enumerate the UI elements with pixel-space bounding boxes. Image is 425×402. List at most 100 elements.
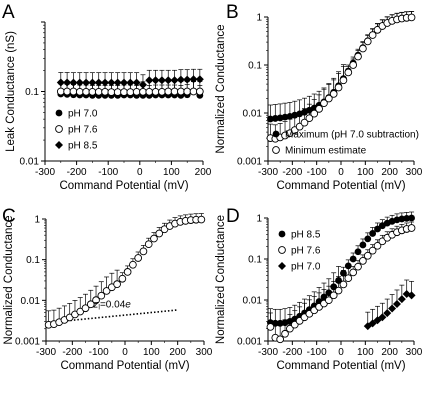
- data-point: [132, 87, 141, 96]
- data-point: [113, 88, 122, 96]
- legend-marker: [55, 109, 63, 117]
- y-axis-title: Normalized Conductance: [215, 215, 227, 344]
- y-tick-label: 0.001: [237, 337, 262, 348]
- data-point: [138, 80, 147, 89]
- x-tick-label: 0: [122, 347, 128, 358]
- data-point: [368, 31, 377, 39]
- annotation-z: z: [92, 299, 98, 310]
- data-point: [129, 260, 137, 269]
- data-point: [324, 296, 333, 305]
- x-tick-label: 300: [406, 347, 423, 358]
- data-point: [123, 268, 132, 276]
- data-point: [407, 224, 416, 232]
- annotation-unit: e: [125, 299, 131, 310]
- data-point: [132, 78, 141, 87]
- x-axis-title: Command Potential (mV): [60, 360, 189, 372]
- data-point: [368, 246, 377, 255]
- data-point: [374, 225, 381, 233]
- data-point: [170, 87, 179, 96]
- x-tick-label: 200: [169, 347, 186, 358]
- legend-label: pH 7.6: [291, 246, 321, 257]
- data-point: [354, 248, 362, 256]
- series-minimum-estimate: [266, 11, 416, 143]
- data-point: [408, 214, 415, 222]
- y-tick-label: 0.001: [15, 337, 40, 348]
- data-point: [113, 78, 122, 87]
- panel-label: B: [226, 2, 239, 23]
- data-point: [97, 291, 106, 300]
- legend-marker: [278, 246, 286, 254]
- data-point: [349, 61, 358, 69]
- y-tick-label: 0.01: [20, 157, 40, 168]
- series-ph-8-5: [56, 68, 204, 89]
- series-maximum-ph-7-0-subtraction-: [267, 11, 415, 123]
- data-point: [107, 78, 116, 87]
- data-point: [176, 75, 185, 84]
- data-point: [359, 44, 367, 53]
- x-tick-label: 100: [143, 347, 160, 358]
- data-point: [155, 229, 164, 238]
- x-tick-label: -200: [282, 347, 302, 358]
- data-point: [195, 87, 204, 96]
- data-point: [139, 87, 147, 96]
- data-point: [403, 214, 411, 222]
- y-tick-label: 0.01: [243, 109, 263, 120]
- data-point: [158, 87, 166, 96]
- data-point: [101, 78, 110, 87]
- data-point: [69, 78, 78, 87]
- annotation-value: =0.04: [100, 299, 126, 310]
- data-point: [334, 83, 343, 92]
- data-point: [134, 254, 143, 262]
- x-axis-title: Command Potential (mV): [59, 180, 188, 192]
- data-point: [82, 87, 90, 96]
- y-tick-label: 0.1: [26, 255, 40, 266]
- chart-panel-d: D 0.001 0.01 0.1 1 -300 -200 -100 0 100 200 300Comm…: [215, 206, 423, 372]
- data-point: [164, 76, 173, 85]
- y-tick-label: 0.01: [21, 296, 41, 307]
- y-tick-label: 0.1: [248, 255, 262, 266]
- legend-label: pH 7.0: [68, 109, 98, 120]
- x-axis-title: Command Potential (mV): [276, 180, 405, 192]
- data-point: [373, 241, 382, 250]
- legend-marker: [272, 146, 280, 154]
- data-point: [397, 295, 406, 304]
- data-point: [369, 230, 377, 237]
- data-point: [349, 255, 357, 263]
- data-point: [363, 251, 372, 260]
- data-point: [197, 215, 206, 224]
- y-axis-title: Leak Conductance (nS): [5, 31, 17, 152]
- data-point: [363, 37, 372, 46]
- data-point: [189, 87, 198, 96]
- data-point: [276, 335, 285, 344]
- data-point: [151, 76, 160, 85]
- y-axis-title: Normalized Conductance: [215, 24, 227, 153]
- data-point: [349, 268, 358, 277]
- data-point: [407, 13, 416, 22]
- x-tick-label: 200: [381, 167, 398, 178]
- y-tick-label: 0.001: [237, 157, 262, 168]
- data-point: [359, 257, 367, 265]
- legend-label: pH 8.5: [68, 141, 98, 152]
- panel-label: D: [226, 206, 240, 227]
- panel-label: C: [2, 206, 16, 227]
- chart-panel-c: C 0.001 0.01 0.1 1 -300 -200 -100 0 100 200 300 Comm…: [2, 206, 213, 372]
- data-point: [195, 75, 204, 84]
- data-point: [101, 87, 109, 96]
- data-point: [344, 274, 353, 283]
- data-point: [118, 274, 127, 283]
- data-point: [388, 304, 397, 313]
- data-point: [94, 87, 103, 96]
- x-tick-label: -200: [282, 167, 302, 178]
- legend-label: pH 7.6: [68, 125, 98, 136]
- x-tick-label: 0: [137, 167, 143, 178]
- data-point: [183, 75, 192, 84]
- data-point: [281, 329, 289, 338]
- annotation-sub: l: [98, 304, 100, 311]
- data-point: [126, 88, 135, 96]
- data-point: [339, 280, 348, 289]
- x-tick-label: -300: [36, 347, 56, 358]
- x-tick-label: 0: [338, 347, 344, 358]
- x-tick-label: -100: [307, 167, 327, 178]
- legend-marker: [272, 130, 280, 138]
